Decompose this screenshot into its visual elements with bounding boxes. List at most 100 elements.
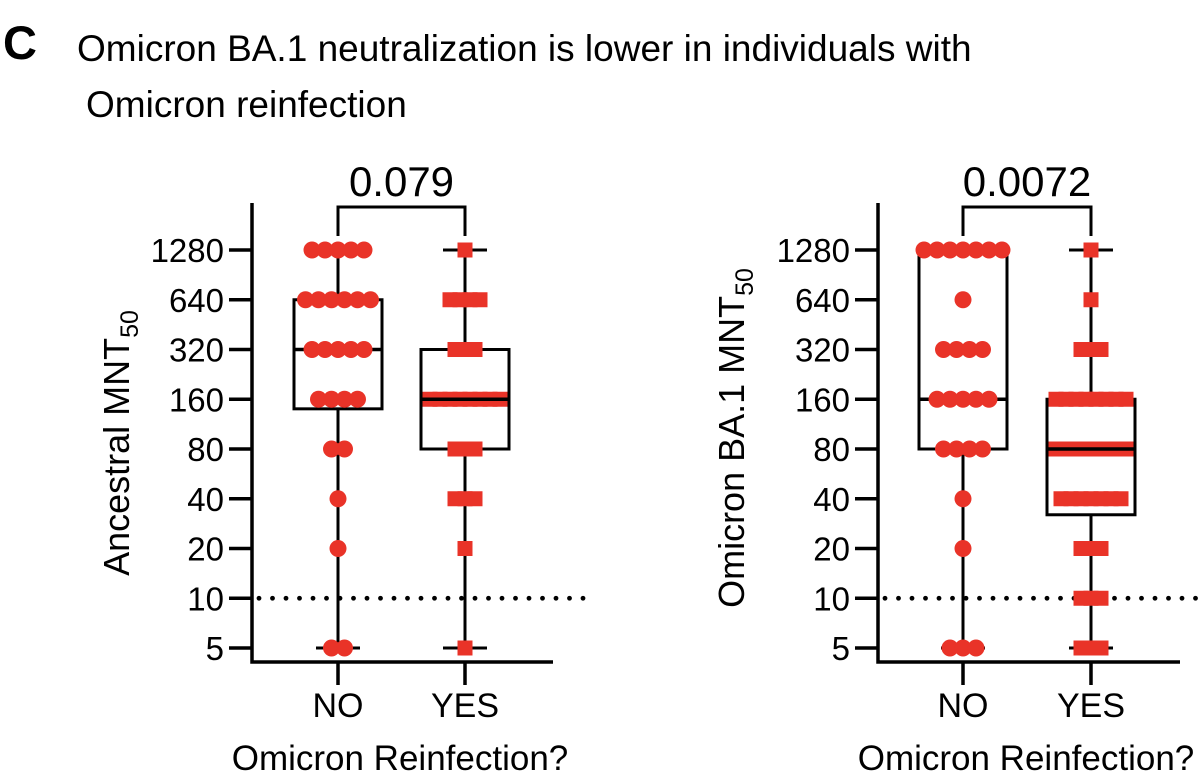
points-yes-10 (1073, 590, 1109, 606)
points-yes-320 (447, 342, 483, 357)
data-point-square (1083, 292, 1099, 308)
threshold-dot (1125, 595, 1131, 601)
threshold-dot (513, 595, 518, 601)
points-yes-1280 (457, 242, 473, 258)
data-point-circle (349, 390, 366, 408)
threshold-dot (499, 595, 505, 601)
data-point-circle (336, 390, 353, 408)
threshold-dot (990, 595, 996, 601)
data-point-circle (362, 291, 379, 309)
plot-ancestral: 1280 640 320 160 80 40 20 10 5 NO YES Omicron Reinf… (96, 158, 586, 774)
threshold-dot (1044, 595, 1050, 601)
data-point-circle (961, 341, 978, 358)
y-axis-title: Omicron BA.1 MNT50 (711, 268, 759, 608)
threshold-dot (977, 595, 982, 601)
data-point-circle (310, 390, 327, 408)
data-point-circle (303, 241, 321, 259)
points-no-20 (329, 540, 347, 557)
y-tick-label: 10 (813, 580, 850, 617)
y-tick-label: 10 (187, 580, 224, 617)
threshold-dotted-line (882, 595, 1198, 601)
plot-omicron-ba1: 1280 640 320 160 80 40 20 10 5 NO YES Omicron Reinf… (711, 158, 1198, 774)
points-no-80 (935, 440, 991, 458)
points-yes-80 (447, 441, 483, 457)
p-value-label: 0.0072 (963, 158, 1091, 205)
points-yes-640 (1083, 292, 1099, 308)
points-no-5 (941, 639, 985, 657)
data-point-circle (974, 440, 991, 458)
points-yes-5 (457, 640, 473, 656)
data-point-square (1093, 590, 1109, 606)
points-no-160 (310, 390, 366, 408)
threshold-dot (580, 595, 586, 601)
data-point-circle (954, 291, 972, 309)
data-point-circle (323, 291, 340, 309)
threshold-dot (1139, 595, 1144, 601)
y-tick-label: 80 (813, 431, 850, 468)
data-point-circle (954, 390, 972, 408)
threshold-dot (909, 595, 915, 601)
panel-letter: C (3, 16, 37, 69)
group-yes (1045, 242, 1137, 656)
data-point-circle (329, 341, 347, 358)
data-point-circle (941, 390, 959, 408)
data-point-circle (967, 390, 985, 408)
y-tick-label: 160 (169, 381, 224, 418)
data-point-circle (336, 639, 353, 657)
threshold-dot (1031, 595, 1036, 601)
data-point-square (1083, 242, 1099, 258)
threshold-dot (364, 595, 370, 601)
threshold-dot (445, 595, 451, 601)
data-point-circle (329, 241, 347, 259)
data-point-square (472, 292, 488, 308)
data-point-circle (941, 639, 959, 657)
points-yes-40 (447, 491, 483, 507)
figure-title-line-2: Omicron reinfection (86, 84, 407, 125)
threshold-dot (351, 595, 356, 601)
threshold-dot (1166, 595, 1171, 601)
y-tick-label: 5 (206, 630, 224, 667)
threshold-dot (553, 595, 559, 601)
p-value-label: 0.079 (349, 158, 454, 205)
threshold-dot (432, 595, 437, 601)
data-point-square (1093, 342, 1109, 357)
points-yes-640 (442, 292, 488, 308)
points-no-320 (303, 341, 373, 358)
axes (876, 203, 1180, 664)
points-yes-20 (457, 541, 473, 556)
data-point-square (1093, 541, 1109, 556)
data-point-circle (323, 440, 340, 458)
data-point-circle (336, 291, 353, 309)
data-point-circle (336, 440, 353, 458)
data-point-circle (355, 241, 373, 259)
data-point-circle (935, 440, 952, 458)
threshold-dot (459, 595, 464, 601)
data-point-circle (928, 241, 946, 259)
y-tick-label: 640 (169, 282, 224, 319)
points-no-1280 (915, 241, 1011, 259)
y-tick-label: 40 (813, 481, 850, 518)
threshold-dot (324, 595, 329, 601)
y-tick-label: 160 (795, 381, 850, 418)
data-point-circle (948, 341, 965, 358)
points-no-80 (323, 440, 353, 458)
threshold-dot (486, 595, 491, 601)
threshold-dot (256, 595, 262, 601)
data-point-circle (954, 540, 972, 557)
threshold-dot (472, 595, 478, 601)
data-point-circle (329, 540, 347, 557)
data-point-square (467, 491, 483, 507)
data-point-circle (954, 241, 972, 259)
threshold-dot (896, 595, 901, 601)
threshold-dot (283, 595, 289, 601)
y-tick-label: 1280 (777, 232, 850, 269)
threshold-dot (936, 595, 942, 601)
data-point-circle (993, 241, 1011, 259)
threshold-dot (378, 595, 383, 601)
data-point-circle (323, 390, 340, 408)
category-label-yes: YES (1057, 687, 1125, 725)
threshold-dot (1193, 595, 1198, 601)
points-yes-160 (1048, 391, 1134, 407)
points-no-640 (954, 291, 972, 309)
